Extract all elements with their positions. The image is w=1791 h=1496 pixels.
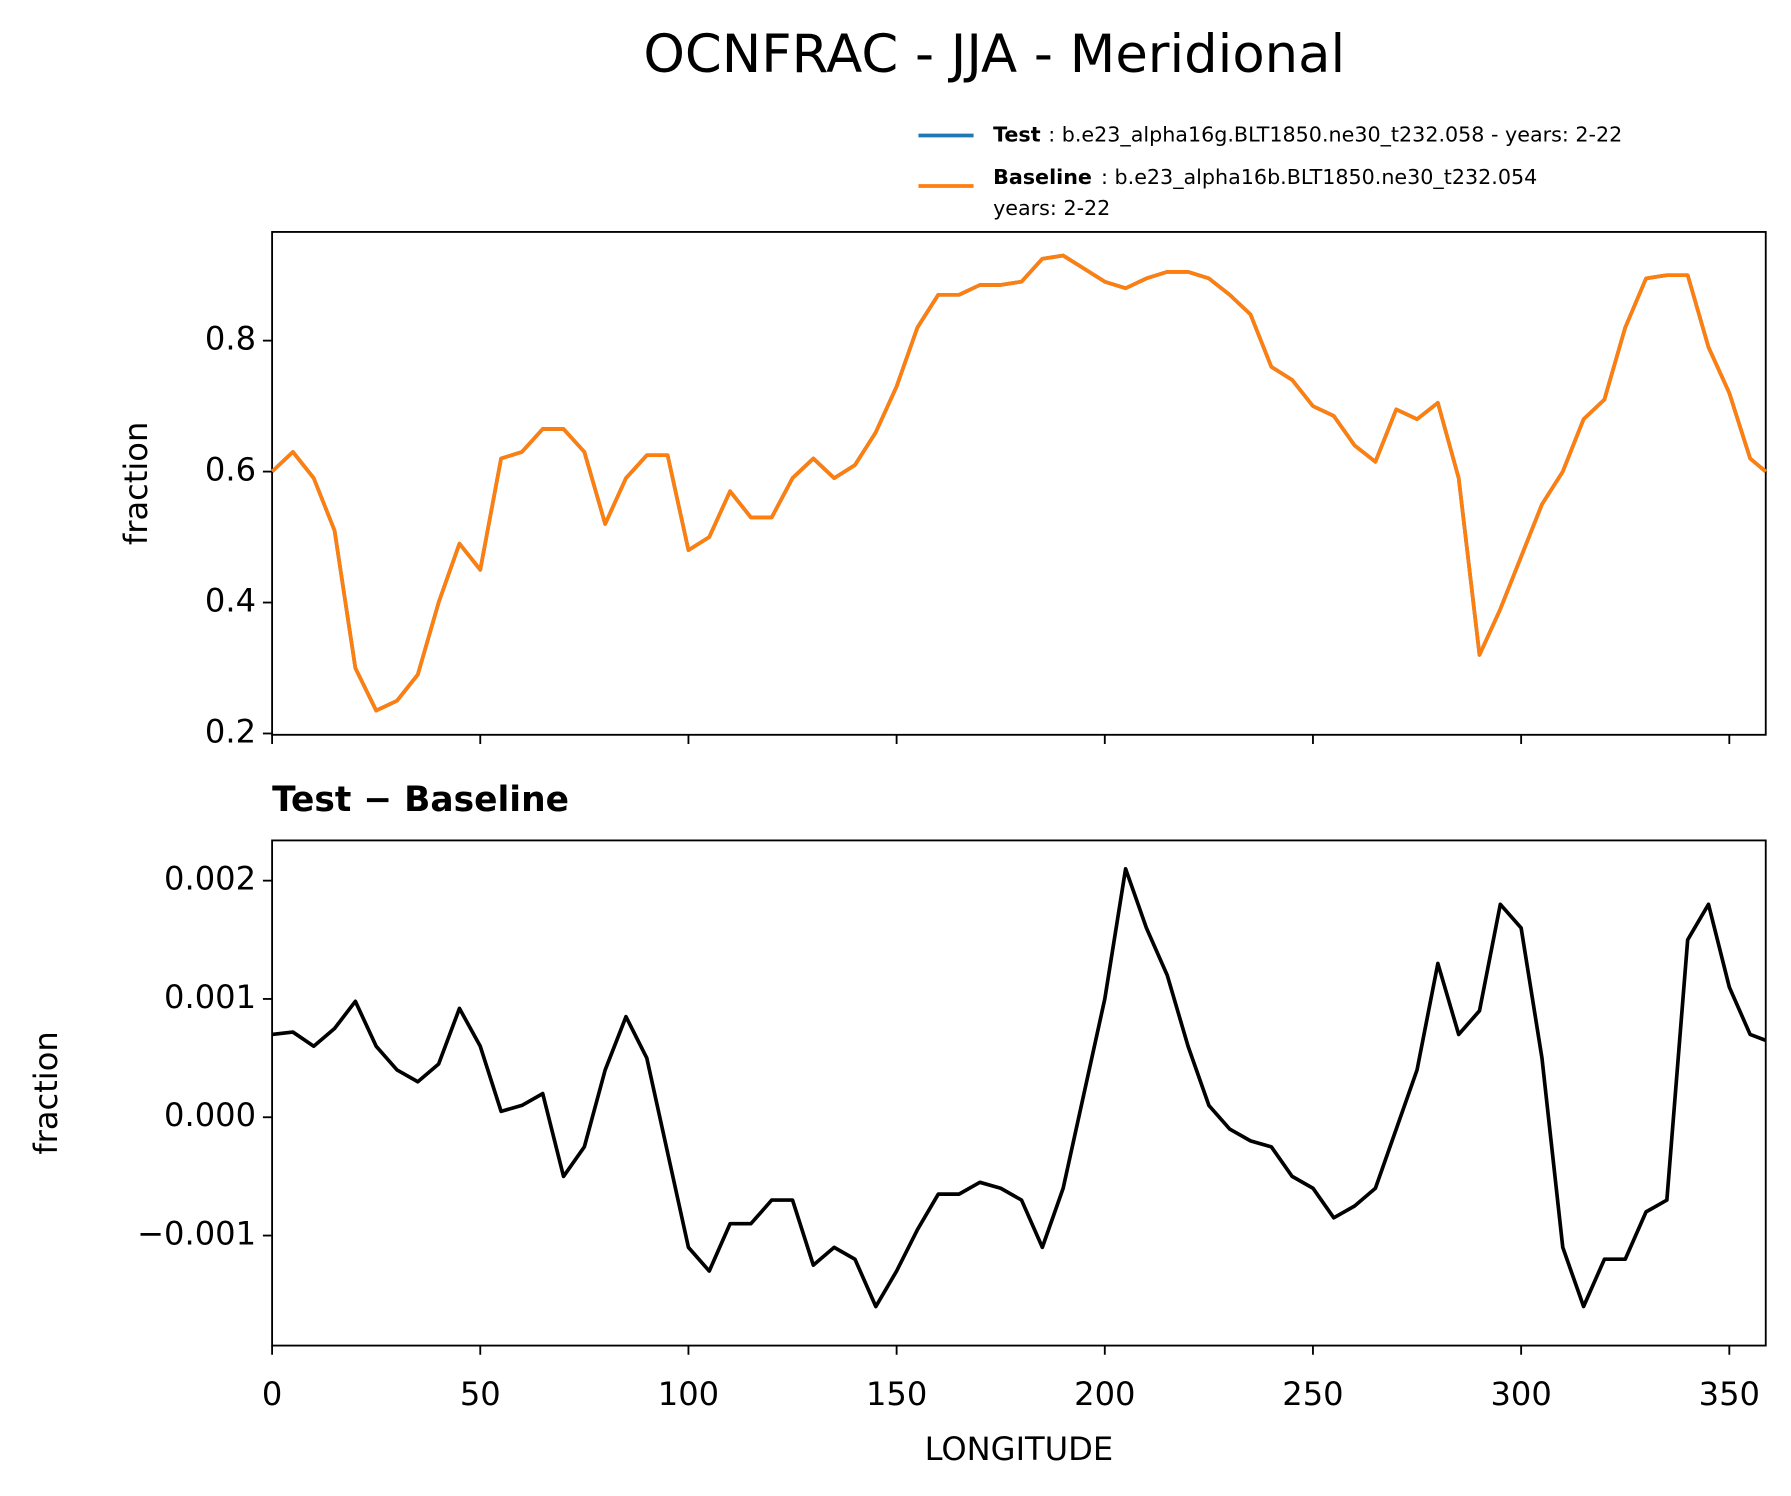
data-line bbox=[271, 866, 1767, 1309]
x-tick-label: 300 bbox=[1490, 1375, 1551, 1413]
y-tick-label: 0.4 bbox=[205, 582, 256, 620]
x-axis-label: LONGITUDE bbox=[925, 1430, 1114, 1468]
y-tick-label: 0.8 bbox=[205, 320, 256, 358]
x-tick-label: 100 bbox=[658, 1375, 719, 1413]
panel-title: Test − Baseline bbox=[272, 780, 569, 820]
x-tick-label: 0 bbox=[262, 1375, 282, 1413]
legend-description: : b.e23_alpha16g.BLT1850.ne30_t232.058 -… bbox=[1048, 123, 1622, 147]
y-axis-label: fraction bbox=[27, 1031, 65, 1154]
x-tick-label: 350 bbox=[1699, 1375, 1760, 1413]
data-line bbox=[270, 253, 1767, 713]
legend-name: Test bbox=[993, 123, 1041, 147]
x-tick-label: 250 bbox=[1282, 1375, 1343, 1413]
legend-description: : b.e23_alpha16b.BLT1850.ne30_t232.054 bbox=[1101, 165, 1537, 189]
x-tick-label: 150 bbox=[866, 1375, 927, 1413]
x-tick-label: 50 bbox=[460, 1375, 501, 1413]
y-tick-label: 0.002 bbox=[164, 860, 256, 898]
y-tick-label: 0.6 bbox=[205, 451, 256, 489]
plot-frame bbox=[271, 231, 1767, 736]
y-axis-label: fraction bbox=[117, 422, 155, 545]
y-tick-label: 0.000 bbox=[164, 1096, 256, 1134]
y-tick-label: 0.2 bbox=[205, 712, 256, 750]
x-tick-label: 200 bbox=[1074, 1375, 1135, 1413]
y-tick-label: −0.001 bbox=[137, 1215, 256, 1253]
legend-description: years: 2-22 bbox=[993, 196, 1110, 220]
legend-name: Baseline bbox=[993, 165, 1092, 189]
y-tick-label: 0.001 bbox=[164, 978, 256, 1016]
plot-frame bbox=[271, 839, 1767, 1347]
chart-title: OCNFRAC - JJA - Meridional bbox=[643, 24, 1345, 85]
